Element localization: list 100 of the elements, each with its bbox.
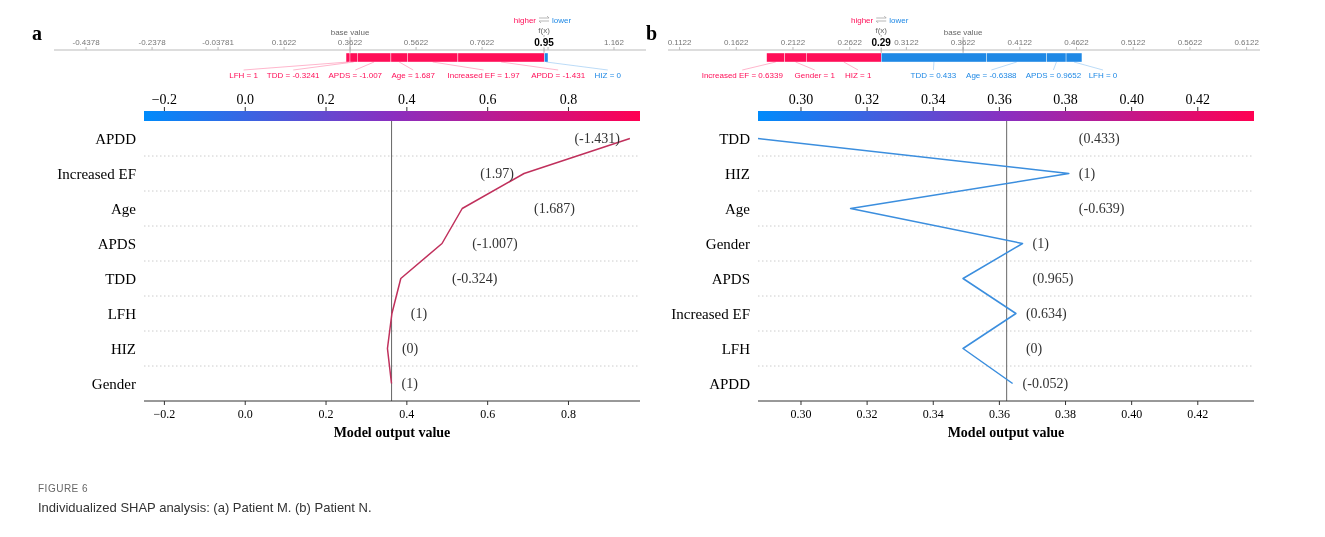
annotation: (-1.431): [574, 131, 621, 148]
x-tick-label: 0.3122: [894, 38, 920, 47]
x-tick-label: 0.3622: [950, 38, 976, 47]
chart-title: b: [646, 22, 658, 44]
annotation: (-0.324): [452, 271, 498, 288]
ref-line-label: base value: [943, 28, 983, 37]
annotation: (1): [1032, 236, 1050, 253]
x-tick-label: -0.2378: [138, 38, 167, 47]
x-tick-label: 0.6122: [1234, 38, 1260, 47]
x-tick-label: 0.32: [856, 407, 878, 421]
y-tick-label: APDD: [95, 130, 137, 147]
legend-label: Age = 1.687: [391, 71, 436, 80]
y-tick-label: Gender: [705, 235, 750, 252]
x-tick-label: 0.1622: [724, 38, 750, 47]
y-tick-label: TDD: [719, 130, 751, 147]
x-tick-label: 0.0: [237, 407, 253, 421]
y-tick-label: APDS: [97, 235, 136, 252]
annotation: (1.687): [534, 201, 576, 218]
x-tick-label: 0.1622: [271, 38, 297, 47]
y-tick-label: Increased EF: [57, 165, 136, 182]
annotation: (0): [1025, 341, 1043, 358]
legend-label: APDS = 0.9652: [1025, 71, 1082, 80]
annotation: (0.634): [1025, 306, 1068, 323]
legend-label: Age = -0.6388: [966, 71, 1018, 80]
x-tick-label: 0.8: [560, 407, 576, 421]
annotation: (1): [401, 376, 419, 393]
text: LFH = 1: [229, 71, 259, 80]
y-tick-label: TDD: [105, 270, 137, 287]
x-tick-label: −0.2: [153, 407, 176, 421]
x-tick-label: 0.4122: [1007, 38, 1033, 47]
y-tick-label: APDS: [711, 270, 750, 287]
x-tick-label: -0.4378: [72, 38, 101, 47]
x-tick-label: 0.4622: [1064, 38, 1090, 47]
x2-tick-label: 0.32: [854, 92, 880, 107]
x-tick-label: 0.2122: [780, 38, 806, 47]
x2-tick-label: 0.36: [987, 92, 1012, 107]
x2-tick-label: 0.42: [1185, 92, 1211, 107]
text: FIGURE 6: [38, 483, 89, 494]
annotation: (-0.052): [1022, 376, 1069, 393]
legend-label: APDS = -1.007: [328, 71, 383, 80]
annotation: (0.965): [1032, 271, 1074, 288]
x2-tick-label: −0.2: [151, 92, 178, 107]
legend-label: TDD = 0.433: [910, 71, 957, 80]
x2-tick-label: 0.34: [921, 92, 946, 107]
x-tick-label: 0.40: [1121, 407, 1143, 421]
x2-tick-label: 0.30: [788, 92, 814, 107]
chart-title: a: [32, 22, 42, 44]
y-tick-label: Increased EF: [671, 305, 750, 322]
x-tick-label: 0.42: [1187, 407, 1209, 421]
x2-tick-label: 0.4: [398, 92, 416, 107]
annotation: 0.95: [534, 37, 555, 48]
x-tick-label: -0.03781: [202, 38, 235, 47]
x-tick-label: 0.34: [922, 407, 944, 421]
x-tick-label: 0.7622: [469, 38, 495, 47]
ref-line-label: f(x): [875, 26, 888, 35]
series-label: APDD = -1.431: [531, 71, 586, 80]
x2-tick-label: 0.2: [317, 92, 335, 107]
x-tick-label: 0.5622: [403, 38, 429, 47]
x2-tick-label: 0.38: [1053, 92, 1078, 107]
legend-label: Gender = 1: [794, 71, 836, 80]
legend-label: LFH = 0: [1088, 71, 1118, 80]
annotation: (0): [401, 341, 419, 358]
x-tick-label: 0.6: [480, 407, 496, 421]
text: higher: [513, 16, 537, 25]
x-axis-title: Model output value: [947, 425, 1065, 440]
text: TDD = -0.3241: [266, 71, 321, 80]
annotation: (-0.639): [1078, 201, 1125, 218]
annotation: (1): [1078, 166, 1096, 183]
x-tick-label: 0.38: [1055, 407, 1077, 421]
x2-tick-label: 0.8: [559, 92, 578, 107]
annotation: (-1.007): [472, 236, 519, 253]
y-tick-label: HIZ: [111, 340, 136, 357]
y-tick-label: Age: [111, 200, 137, 217]
text: higher: [850, 16, 874, 25]
y-tick-label: LFH: [721, 340, 751, 357]
y-tick-label: LFH: [107, 305, 137, 322]
x-tick-label: 0.5122: [1120, 38, 1146, 47]
text: lower: [552, 16, 572, 25]
y-tick-label: Gender: [91, 375, 136, 392]
x-tick-label: 0.30: [790, 407, 812, 421]
legend-label: HIZ = 1: [844, 71, 872, 80]
y-tick-label: APDD: [709, 375, 751, 392]
x-tick-label: 0.3622: [337, 38, 363, 47]
series-label: Increased EF = 1.97: [447, 71, 521, 80]
annotation: (1.97): [480, 166, 515, 183]
ref-line-label: base value: [330, 28, 370, 37]
annotation: (0.433): [1078, 131, 1120, 148]
x-tick-label: 0.1122: [667, 38, 693, 47]
x-tick-label: 0.4: [399, 407, 415, 421]
text: Individualized SHAP analysis: (a) Patient M. (b) Patient N.: [38, 500, 372, 515]
ref-line-label: f(x): [538, 26, 551, 35]
text: lower: [889, 16, 909, 25]
annotation: 0.29: [871, 37, 892, 48]
x2-tick-label: 0.0: [236, 92, 254, 107]
x-tick-label: 1.162: [603, 38, 625, 47]
legend-label: Increased EF = 0.6339: [701, 71, 784, 80]
x-tick-label: 0.36: [988, 407, 1010, 421]
x-tick-label: 0.2: [318, 407, 334, 421]
x2-tick-label: 0.40: [1119, 92, 1144, 107]
y-tick-label: HIZ: [725, 165, 750, 182]
